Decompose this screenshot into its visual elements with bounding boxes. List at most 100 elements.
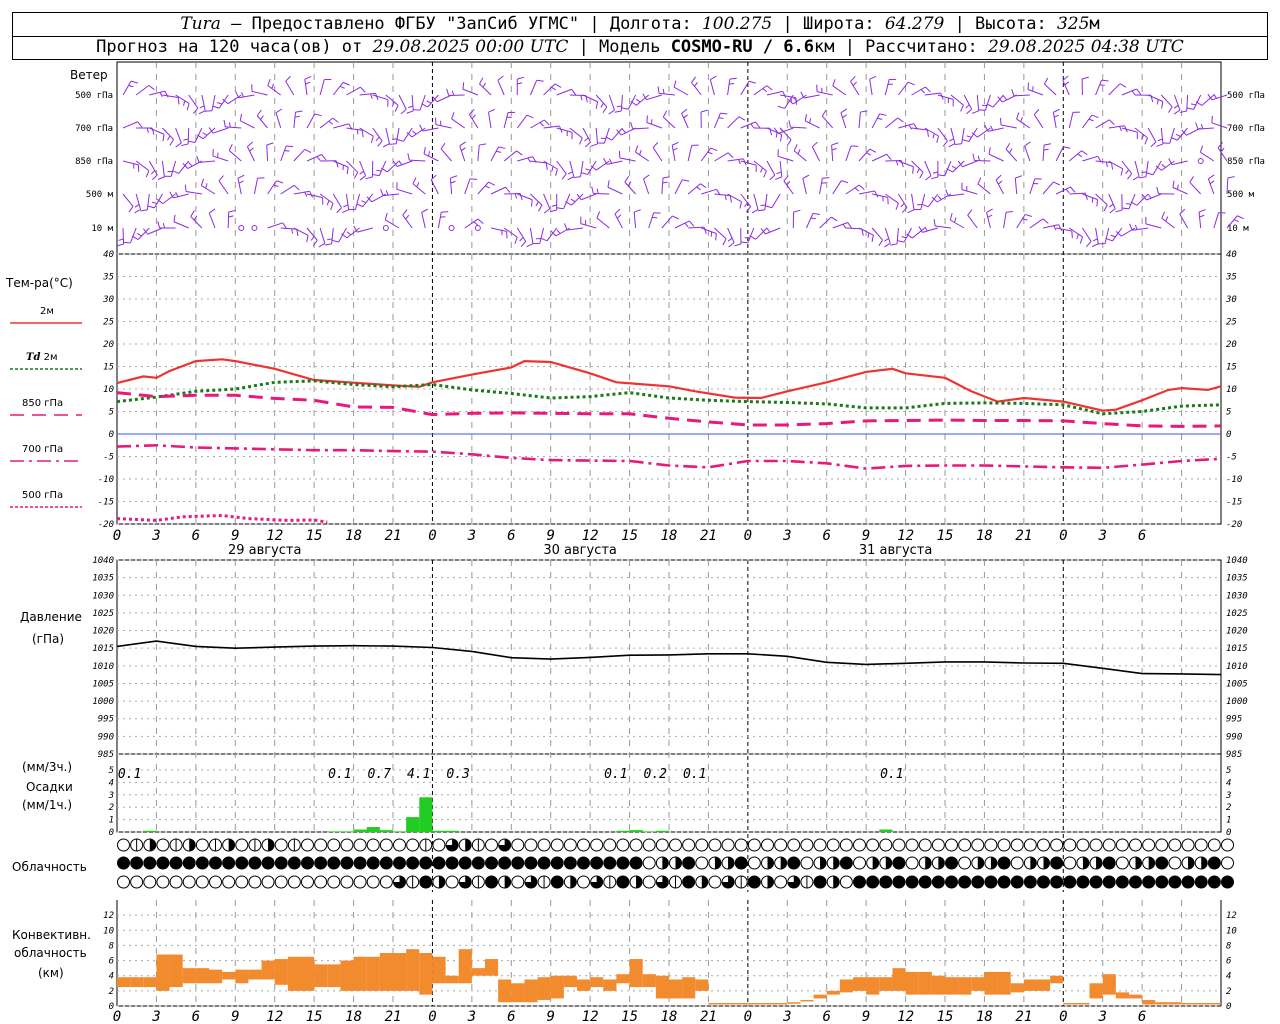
wind-barb-shaft	[1211, 94, 1228, 101]
calc-label: | Рассчитано:	[834, 37, 988, 57]
wind-barb	[977, 177, 991, 195]
wind-barb-flag	[134, 204, 140, 208]
wind-barb-flag	[275, 108, 283, 114]
wind-barb-flag	[1161, 163, 1166, 168]
conv-ytick-left: 10	[103, 926, 114, 936]
cloud-circle	[1129, 838, 1142, 852]
wind-barb-flag	[986, 208, 993, 213]
wind-barb-shaft	[819, 216, 832, 229]
wind-barb-shaft	[636, 94, 650, 106]
cloud-fill-half	[268, 839, 275, 851]
wind-barb-flag	[760, 204, 766, 206]
wind-barb-flag	[291, 228, 294, 234]
wind-barb-flag	[1110, 162, 1114, 170]
wind-barb	[906, 227, 926, 239]
temp-xtick: 18	[661, 528, 678, 544]
cloud-fill-full	[1011, 876, 1024, 888]
wind-barb-flag	[595, 101, 598, 109]
wind-barb	[421, 94, 439, 108]
wind-barb-flag	[1062, 75, 1069, 81]
wind-barb-flag	[412, 130, 417, 135]
wind-barb-flag	[1003, 95, 1008, 101]
cloud-fill-full	[170, 857, 183, 869]
wind-barb	[1199, 145, 1215, 162]
wind-barb-flag	[634, 209, 641, 213]
cloud-fill-half	[990, 857, 997, 869]
wind-barb-flag	[1136, 88, 1142, 95]
cloud-fill-full	[1142, 876, 1155, 888]
wind-barb-flag	[151, 201, 158, 205]
wind-barb	[228, 143, 242, 162]
wind-barb	[727, 116, 746, 129]
wind-barb	[190, 210, 203, 229]
wind-barb-flag	[183, 138, 189, 141]
wind-barb-flag	[316, 156, 321, 161]
temp-ytick-right: 30	[1225, 295, 1237, 305]
wind-barb	[479, 77, 492, 96]
wind-barb-flag	[331, 239, 339, 243]
convective-bar	[261, 960, 275, 980]
wind-barb-shaft	[845, 227, 862, 230]
cloud-symbol	[1037, 838, 1050, 852]
cloud-symbol	[945, 856, 958, 870]
prec-ytick-left: 2	[109, 803, 114, 813]
wind-barb-shaft	[372, 94, 389, 101]
wind-barb-shaft	[1217, 147, 1228, 162]
cloud-symbol	[261, 838, 275, 852]
wind-barb-flag	[228, 143, 233, 151]
convective-bar	[997, 971, 1011, 995]
wind-barb-shaft	[779, 160, 783, 177]
cloud-fill-full	[1063, 876, 1076, 888]
wind-barb-flag	[1208, 174, 1215, 180]
wind-barb-flag	[372, 174, 380, 177]
altitude-label: | Высота:	[944, 14, 1057, 34]
cloud-circle	[761, 838, 774, 852]
convective-bar	[379, 953, 393, 991]
wind-barb	[832, 180, 849, 195]
wind-barb	[775, 160, 783, 180]
wind-barb-flag	[1144, 137, 1149, 145]
wind-barb-flag	[484, 185, 490, 189]
wind-barb	[251, 84, 268, 96]
convective-bar	[366, 956, 380, 991]
cloud-circle	[432, 838, 446, 852]
wind-barb	[1195, 94, 1215, 106]
cloud-symbol	[209, 875, 222, 889]
wind-barb-flag	[193, 215, 198, 221]
pres-ytick-right: 985	[1226, 750, 1242, 760]
wind-barb-flag	[607, 180, 610, 188]
wind-barb-shaft	[792, 94, 807, 105]
cloud-symbol	[301, 875, 314, 889]
cloud-circle	[997, 838, 1011, 852]
wind-barb-flag	[1109, 208, 1116, 214]
wind-barb-shaft	[747, 227, 755, 244]
wind-barb-flag	[762, 88, 767, 93]
wind-barb	[924, 127, 940, 143]
wind-barb-flag	[722, 238, 727, 246]
cloud-circle	[1063, 856, 1077, 870]
temp-ytick-right: 25	[1226, 318, 1237, 328]
wind-barb-shaft	[635, 151, 649, 162]
convective-bar	[853, 977, 867, 991]
wind-barb	[1055, 146, 1071, 162]
wind-barb	[293, 190, 314, 198]
wind-barb	[381, 160, 400, 173]
cloud-fill-full	[892, 876, 905, 888]
wind-barb-flag	[1084, 193, 1088, 200]
wind-barb-flag	[1220, 147, 1225, 153]
cloud-symbol	[235, 856, 249, 870]
temp-series-line	[116, 443, 1222, 470]
temp-xtick: 6	[1138, 528, 1146, 544]
wind-barb-shaft	[571, 193, 584, 206]
wind-barb	[383, 127, 390, 148]
cloud-symbol	[682, 856, 696, 870]
wind-barb-shaft	[713, 112, 721, 129]
wind-calm-mark	[382, 225, 389, 231]
wind-barb-shaft	[503, 150, 517, 162]
wind-barb-shaft	[556, 160, 567, 175]
wind-barb-flag	[200, 178, 204, 186]
wind-barb-flag	[786, 180, 791, 186]
conv-xtick: 3	[782, 1009, 791, 1024]
wind-barb-flag	[118, 238, 124, 241]
conv-xtick: 15	[306, 1009, 323, 1024]
